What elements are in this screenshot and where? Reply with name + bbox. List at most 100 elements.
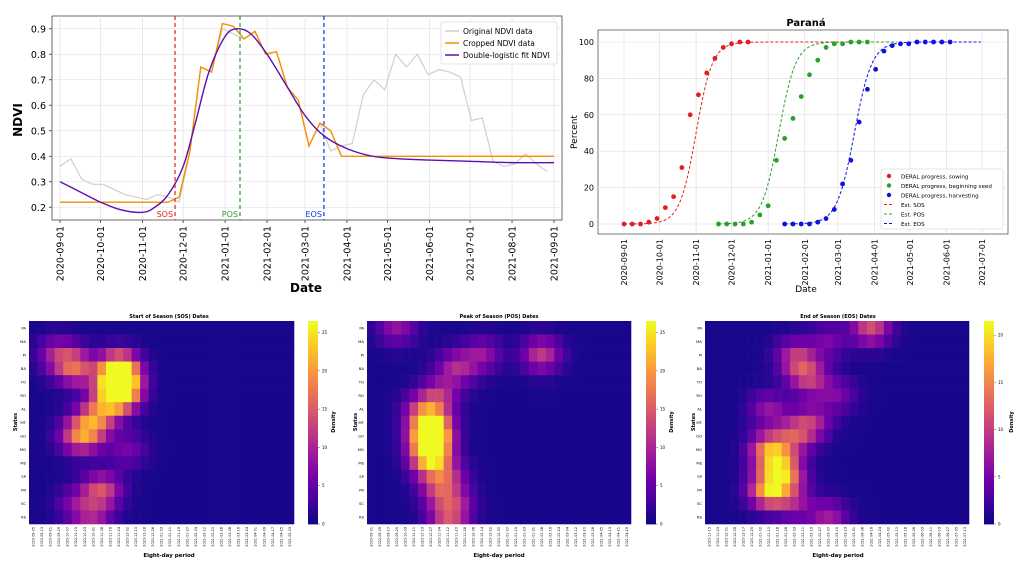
eos-colorbar-segment	[984, 466, 994, 471]
eos-heatmap-cell	[739, 456, 748, 471]
parana-data-point	[790, 116, 796, 121]
parana-legend-marker	[886, 192, 892, 198]
eos-col-label: 2020-12-17	[742, 527, 746, 547]
eos-heatmap-cell	[705, 402, 714, 417]
pos-heatmap-cell	[596, 348, 606, 362]
pos-heatmap-cell	[375, 415, 385, 430]
pos-heatmap-cell	[622, 442, 632, 457]
pos-colorbar-segment	[646, 408, 656, 413]
eos-heatmap-cell	[807, 429, 817, 444]
eos-heatmap-cell	[815, 429, 825, 444]
eos-heatmap-cell	[722, 483, 731, 498]
sos-heatmap-cell	[242, 510, 252, 525]
ndvi-legend-label: Double-logistic fit NDVI	[463, 51, 550, 60]
eos-heatmap-cell	[849, 375, 859, 389]
pos-heatmap-cell	[426, 388, 436, 403]
pos-colorbar-segment	[646, 395, 656, 400]
sos-row-label: SP	[21, 474, 26, 479]
sos-heatmap-cell	[46, 402, 55, 417]
eos-col-label: 2020-11-15	[707, 527, 711, 547]
eos-heatmap-cell	[781, 510, 791, 525]
pos-colorbar-segment	[646, 469, 656, 474]
pos-heatmap-cell	[452, 429, 461, 444]
eos-heatmap-cell	[747, 348, 757, 362]
pos-heatmap-cell	[554, 402, 564, 417]
parana-data-point	[732, 221, 738, 227]
eos-heatmap-cell	[739, 321, 748, 335]
sos-heatmap-cell	[63, 402, 73, 417]
eos-heatmap-cell	[807, 442, 817, 457]
pos-col-label: 2020-12-30	[497, 527, 501, 547]
eos-heatmap-cell	[917, 469, 927, 484]
sos-heatmap-cell	[54, 496, 64, 511]
pos-heatmap-cell	[520, 469, 530, 484]
eos-heatmap-cell	[900, 402, 910, 417]
pos-heatmap-cell	[401, 483, 410, 498]
pos-heatmap-cell	[545, 348, 555, 362]
pos-heatmap-cell	[562, 496, 572, 511]
eos-heatmap-cell	[756, 510, 765, 525]
pos-heatmap-cell	[511, 334, 521, 349]
eos-heatmap-cell	[849, 496, 859, 511]
sos-heatmap-cell	[114, 496, 124, 511]
sos-heatmap-cell	[234, 456, 244, 471]
pos-heatmap-cell	[486, 442, 496, 457]
sos-heatmap-cell	[29, 388, 38, 403]
eos-heatmap-cell	[832, 402, 842, 417]
eos-heatmap-cell	[798, 402, 808, 417]
eos-heatmap-cell	[875, 496, 885, 511]
eos-heatmap-cell	[781, 483, 791, 498]
sos-heatmap-cell	[123, 402, 132, 417]
sos-heatmap-cell	[123, 348, 132, 362]
sos-heatmap-cell	[88, 375, 98, 389]
sos-heatmap-cell	[251, 415, 261, 430]
eos-heatmap-cell	[747, 496, 757, 511]
pos-heatmap-cell	[392, 429, 402, 444]
pos-heatmap-cell	[469, 415, 479, 430]
sos-heatmap-cell	[251, 375, 261, 389]
pos-heatmap-cell	[426, 402, 436, 417]
eos-heatmap-cell	[841, 496, 851, 511]
eos-heatmap-cell	[705, 361, 714, 376]
ndvi-marker-label: EOS	[305, 210, 321, 219]
pos-heatmap-cell	[503, 321, 513, 335]
sos-col-label: 2020-11-16	[108, 527, 112, 547]
sos-heatmap-cell	[105, 402, 115, 417]
eos-colorbar-segment	[984, 361, 994, 366]
pos-heatmap-cell	[367, 361, 376, 376]
sos-heatmap-cell	[97, 402, 107, 417]
eos-heatmap-cell	[866, 469, 876, 484]
pos-col-label: 2021-04-29	[625, 527, 629, 547]
pos-heatmap-cell	[503, 375, 513, 389]
pos-heatmap-cell	[562, 334, 572, 349]
eos-heatmap-cell	[722, 496, 731, 511]
pos-heatmap-cell	[443, 348, 453, 362]
pos-heatmap-cell	[579, 321, 589, 335]
sos-heatmap-cell	[225, 442, 235, 457]
sos-colorbar-tick-label: 0	[322, 522, 325, 527]
pos-colorbar-segment	[646, 473, 656, 478]
pos-heatmap-cell	[503, 442, 513, 457]
pos-heatmap-cell	[384, 402, 393, 417]
sos-heatmap-cell	[123, 469, 132, 484]
eos-heatmap-cell	[722, 375, 731, 389]
eos-heatmap-cell	[773, 402, 782, 417]
pos-heatmap-cell	[588, 361, 598, 376]
sos-heatmap-cell	[268, 483, 278, 498]
sos-heatmap-cell	[234, 375, 244, 389]
eos-colorbar-segment	[984, 378, 994, 383]
sos-heatmap-cell	[165, 375, 175, 389]
sos-heatmap-cell	[234, 402, 244, 417]
ndvi-x-tick-label: 2021-04-01	[342, 226, 353, 281]
sos-heatmap-cell	[285, 456, 295, 471]
ndvi-y-tick-label: 0.8	[31, 50, 46, 61]
pos-colorbar-segment	[646, 344, 656, 349]
eos-heatmap-cell	[934, 402, 944, 417]
pos-heatmap-cell	[613, 402, 623, 417]
pos-heatmap-cell	[409, 483, 419, 498]
ndvi-x-tick-label: 2021-08-01	[508, 226, 519, 281]
parana-data-point	[840, 181, 845, 187]
eos-heatmap-cell	[934, 361, 944, 376]
pos-heatmap-cell	[562, 321, 572, 335]
eos-heatmap-cell	[739, 429, 748, 444]
